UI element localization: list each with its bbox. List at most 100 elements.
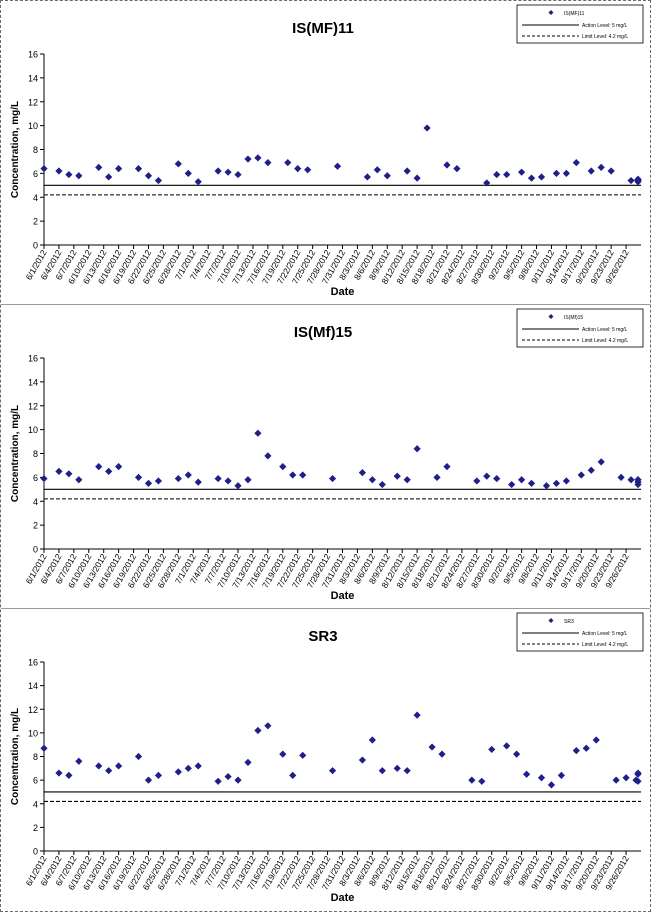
- chart3-y-tick-label: 6: [33, 776, 38, 786]
- chart1-data-point: [453, 165, 461, 173]
- chart2-data-point: [55, 467, 63, 476]
- chart1-data-point: [363, 173, 371, 181]
- chart2-data-point: [75, 476, 83, 484]
- chart3-legend-series-label: SR3: [564, 619, 574, 625]
- chart2-data-point: [65, 470, 73, 478]
- chart2-data-point: [483, 472, 491, 480]
- chart2-legend: [516, 308, 644, 348]
- chart-is-mf-15: IS(Mf)15 0 2 4 6 8 10 12 14 16 Concentration, mg/L…: [10, 308, 644, 602]
- chart2-data-point: [289, 471, 297, 479]
- chart1-data-point: [493, 170, 501, 179]
- chart2-data-point: [577, 471, 585, 479]
- chart1-data-point: [214, 167, 222, 175]
- chart3-data-point: [413, 711, 421, 719]
- chart1-y-tick-label: 12: [28, 97, 38, 107]
- chart1-data-point: [55, 167, 63, 175]
- chart3-data-point: [488, 745, 496, 754]
- chart2-y-tick-label: 10: [28, 425, 38, 435]
- chart1-data-point: [224, 168, 232, 176]
- chart3-y-tick-label: 10: [28, 728, 38, 738]
- chart3-legend: [516, 612, 644, 652]
- chart2-data-point: [587, 466, 595, 474]
- chart2-data-point: [433, 473, 441, 481]
- chart3-y-tick-label: 12: [28, 705, 38, 715]
- chart-panel-2: IS(Mf)15 0 2 4 6 8 10 12 14 16 Concentration, mg/L…: [1, 305, 650, 607]
- chart1-data-point: [184, 169, 192, 177]
- chart3-data-point: [224, 772, 232, 781]
- chart3-data-point: [537, 774, 546, 782]
- chart2-data-point: [264, 452, 272, 460]
- chart3-data-point: [622, 774, 630, 782]
- chart2-data-point: [443, 463, 451, 471]
- chart2-data-point: [542, 482, 551, 490]
- chart3-data-point: [557, 771, 565, 779]
- chart3-data-point: [184, 764, 192, 772]
- chart3-data-point: [438, 750, 446, 758]
- chart2-data-point: [234, 482, 242, 490]
- chart1-data-point: [234, 170, 242, 179]
- chart1-y-tick-label: 4: [33, 193, 38, 203]
- chart3-data-point: [174, 768, 182, 776]
- chart2-legend-series-label: IS(Mf)15: [564, 315, 583, 321]
- chart2-legend-action-label: Action Level: 5 mg/L: [582, 327, 628, 333]
- chart1-data-point: [95, 163, 103, 172]
- chart1-y-tick-label: 6: [33, 169, 38, 179]
- chart2-data-point: [194, 478, 202, 486]
- chart-panel-1: IS(MF)11 0 2 4 6 8 10 12 14 16 Concentration, mg/L…: [1, 1, 650, 303]
- chart3-data-point: [264, 722, 272, 730]
- chart2-data-point: [95, 463, 103, 471]
- chart1-data-point: [443, 161, 451, 169]
- chart1-data-point: [597, 163, 605, 172]
- chart3-y-axis-label: Concentration, mg/L: [10, 708, 21, 805]
- chart2-title: IS(Mf)15: [294, 324, 352, 341]
- chart3-data-point: [328, 767, 337, 775]
- chart1-data-point: [244, 155, 252, 163]
- chart3-y-tick-label: 0: [33, 847, 38, 857]
- chart3-data-point: [403, 767, 411, 775]
- chart2-y-tick-label: 2: [33, 521, 38, 531]
- chart-panel-3: SR3 0 2 4 6 8 10 12 14 16 Concentration, mg/L 6/1/2…: [1, 609, 650, 909]
- chart2-data-point: [473, 477, 481, 485]
- chart1-y-tick-label: 16: [28, 50, 38, 60]
- chart2-data-point: [518, 476, 526, 484]
- chart3-y-tick-label: 16: [28, 658, 38, 668]
- chart3-data-point: [547, 781, 556, 789]
- chart3-legend-limit-label: Limit Level: 4.2 mg/L: [582, 642, 628, 648]
- chart2-data-point: [144, 479, 153, 487]
- chart1-data-point: [373, 166, 381, 174]
- chart3-data-point: [368, 736, 376, 744]
- chart2-data-point: [552, 479, 561, 487]
- chart2-data-point: [617, 473, 625, 481]
- chart3-data-point: [40, 744, 48, 752]
- chart2-legend-limit-label: Limit Level: 4.2 mg/L: [582, 338, 628, 344]
- chart3-data-point: [378, 767, 386, 775]
- chart2-data-point: [597, 458, 605, 466]
- chart3-data-point: [522, 770, 531, 778]
- chart1-data-point: [572, 159, 580, 167]
- chart3-data-point: [244, 758, 252, 767]
- chart1-data-point: [194, 178, 202, 186]
- panel-divider: [1, 608, 650, 609]
- chart2-data-point: [493, 474, 501, 483]
- chart2-data-point: [413, 445, 421, 453]
- chart3-data-point: [234, 776, 242, 784]
- chart3-x-axis-label: Date: [331, 892, 355, 904]
- chart1-data-point: [562, 169, 570, 177]
- chart1-legend-series-label: IS(MF)11: [564, 11, 585, 17]
- chart1-data-point: [383, 172, 391, 180]
- chart3-data-point: [478, 777, 486, 785]
- chart2-data-point: [328, 474, 337, 483]
- chart2-data-point: [214, 474, 222, 483]
- chart3-data-point: [592, 736, 600, 744]
- chart3-legend-marker: [548, 618, 554, 623]
- chart3-data-point: [393, 764, 401, 772]
- chart3-data-point: [279, 750, 287, 758]
- chart3-data-point: [55, 769, 63, 777]
- chart1-data-point: [537, 173, 546, 181]
- chart3-data-point: [154, 771, 163, 779]
- chart1-y-axis-label: Concentration, mg/L: [10, 101, 21, 198]
- chart3-data-point: [254, 726, 262, 735]
- chart3-title: SR3: [308, 628, 337, 645]
- chart3-data-point: [289, 771, 297, 779]
- chart3-y-tick-label: 4: [33, 799, 38, 809]
